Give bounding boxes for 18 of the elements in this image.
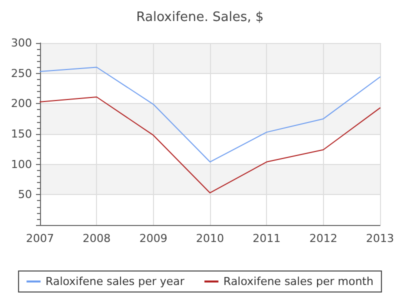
legend-label: Raloxifene sales per month: [223, 275, 374, 288]
x-tick-label: 2011: [252, 232, 281, 245]
y-tick-label: 200: [11, 97, 32, 110]
y-tick-label: 300: [11, 36, 32, 50]
legend-label: Raloxifene sales per year: [46, 275, 185, 288]
line-series: [40, 66, 380, 162]
y-tick-label: 250: [11, 66, 32, 80]
y-tick-label: 50: [18, 188, 32, 202]
chart-title: Raloxifene. Sales, $: [136, 10, 264, 25]
x-tick-label: 2012: [309, 232, 338, 245]
y-tick-label: 150: [11, 128, 32, 140]
x-tick-label: 2009: [139, 232, 168, 245]
line-series: [40, 96, 380, 194]
x-tick-label: 2010: [196, 232, 224, 245]
x-tick-label: 2013: [366, 232, 394, 245]
x-tick-label: 2008: [82, 232, 111, 245]
y-tick-label: 100: [11, 158, 32, 171]
x-tick-label: 2007: [26, 232, 54, 245]
